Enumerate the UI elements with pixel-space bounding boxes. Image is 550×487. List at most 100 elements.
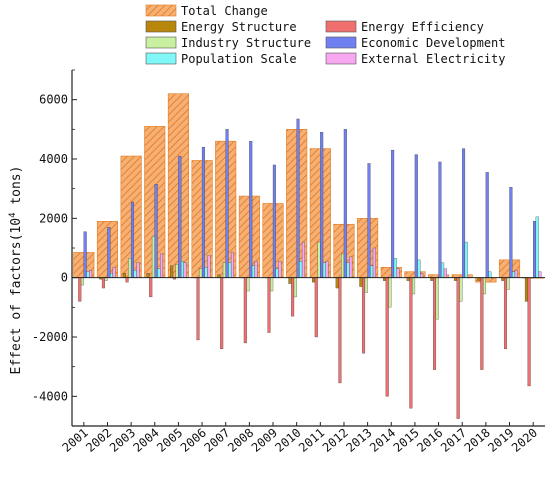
population-scale-bar-2014 (394, 258, 397, 277)
y-tick-label: -2000 (32, 330, 68, 344)
legend-swatch-population-scale (146, 53, 176, 64)
x-tick-label-2005: 2005 (154, 426, 185, 455)
industry-structure-bar-2012 (341, 254, 344, 278)
energy-efficiency-bar-2014 (386, 278, 389, 397)
x-tick-label-2001: 2001 (60, 426, 91, 455)
population-scale-bar-2013 (370, 266, 373, 278)
external-electricity-bar-2003 (137, 263, 140, 278)
economic-development-bar-2004 (155, 184, 158, 277)
industry-structure-bar-2015 (412, 278, 415, 294)
x-tick-label-2019: 2019 (485, 426, 516, 455)
x-tick-label-2010: 2010 (272, 426, 303, 455)
industry-structure-bar-2007 (223, 263, 226, 278)
industry-structure-bar-2011 (318, 242, 321, 278)
external-electricity-bar-2008 (255, 261, 258, 277)
industry-structure-bar-2009 (270, 278, 273, 291)
industry-structure-bar-2017 (460, 278, 463, 302)
energy-efficiency-bar-2011 (315, 278, 318, 337)
x-tick-label-2006: 2006 (178, 426, 209, 455)
industry-structure-bar-2016 (436, 278, 439, 320)
legend-label-energy-structure: Energy Structure (181, 20, 297, 34)
population-scale-bar-2007 (228, 263, 231, 278)
population-scale-bar-2008 (252, 266, 255, 278)
industry-structure-bar-2019 (507, 278, 510, 290)
industry-structure-bar-2008 (247, 278, 250, 291)
industry-structure-bar-2006 (199, 269, 202, 278)
x-tick-label-2008: 2008 (225, 426, 256, 455)
x-tick-label-2007: 2007 (202, 426, 233, 455)
x-tick-label-2009: 2009 (249, 426, 280, 455)
population-scale-bar-2005 (181, 261, 184, 277)
economic-development-bar-2003 (131, 202, 134, 278)
energy-efficiency-bar-2002 (102, 278, 105, 288)
external-electricity-bar-2005 (184, 263, 187, 278)
population-scale-bar-2010 (299, 261, 302, 277)
external-electricity-bar-2010 (302, 242, 305, 278)
external-electricity-bar-2019 (515, 270, 518, 277)
external-electricity-bar-2012 (349, 257, 352, 278)
energy-efficiency-bar-2008 (244, 278, 247, 343)
economic-development-bar-2010 (297, 119, 300, 278)
population-scale-bar-2001 (87, 272, 90, 278)
energy-efficiency-bar-2015 (410, 278, 413, 409)
economic-development-bar-2011 (320, 132, 323, 277)
energy-efficiency-bar-2003 (126, 278, 129, 282)
y-tick-label: 4000 (39, 152, 68, 166)
population-scale-bar-2018 (489, 272, 492, 278)
x-tick-label-2003: 2003 (107, 426, 138, 455)
population-scale-bar-2019 (512, 272, 515, 278)
x-tick-label-2012: 2012 (320, 426, 351, 455)
legend-swatch-economic-development (326, 37, 356, 48)
industry-structure-bar-2013 (365, 278, 368, 293)
economic-development-bar-2006 (202, 147, 205, 278)
energy-efficiency-bar-2009 (268, 278, 271, 333)
population-scale-bar-2011 (323, 263, 326, 278)
economic-development-bar-2013 (368, 163, 371, 277)
energy-structure-bar-2005 (170, 266, 173, 278)
energy-efficiency-bar-2012 (339, 278, 342, 383)
external-electricity-bar-2004 (160, 254, 163, 278)
industry-structure-bar-2018 (483, 278, 486, 294)
industry-structure-bar-2010 (294, 278, 297, 297)
external-electricity-bar-2015 (420, 273, 423, 277)
x-tick-label-2014: 2014 (367, 426, 398, 455)
external-electricity-bar-2001 (89, 270, 92, 277)
plot-area (72, 94, 545, 419)
population-scale-bar-2012 (347, 263, 350, 278)
x-tick-label-2017: 2017 (438, 426, 469, 455)
legend-label-economic-development: Economic Development (361, 36, 506, 50)
external-electricity-bar-2011 (326, 261, 329, 277)
legend-swatch-energy-efficiency (326, 21, 356, 32)
economic-development-bar-2019 (510, 187, 513, 277)
energy-structure-bar-2010 (289, 278, 292, 284)
x-tick-label-2004: 2004 (131, 426, 162, 455)
economic-development-bar-2005 (178, 156, 181, 278)
x-tick-label-2020: 2020 (509, 426, 540, 455)
energy-structure-bar-2012 (336, 278, 339, 288)
y-axis-title: Effect of factors(104 tons) (8, 166, 24, 375)
y-tick-label: 2000 (39, 211, 68, 225)
x-tick-label-2011: 2011 (296, 426, 327, 455)
economic-development-bar-2020 (533, 221, 536, 277)
economic-development-bar-2002 (107, 227, 110, 277)
population-scale-bar-2004 (157, 269, 160, 278)
legend-swatch-total-change (146, 5, 176, 16)
economic-development-bar-2015 (415, 155, 418, 278)
external-electricity-bar-2016 (444, 269, 447, 278)
external-electricity-bar-2002 (113, 267, 116, 277)
y-tick-label: 0 (61, 271, 68, 285)
population-scale-bar-2017 (465, 242, 468, 278)
external-electricity-bar-2013 (373, 248, 376, 278)
x-tick-label-2018: 2018 (462, 426, 493, 455)
y-axis-title-main: Effect of factors(10 (9, 218, 24, 375)
external-electricity-bar-2007 (231, 252, 234, 277)
industry-structure-bar-2001 (81, 278, 84, 285)
energy-structure-bar-2003 (123, 273, 126, 277)
energy-efficiency-bar-2001 (78, 278, 81, 302)
energy-efficiency-bar-2020 (528, 278, 531, 386)
industry-structure-bar-2005 (176, 264, 179, 277)
external-electricity-bar-2014 (397, 269, 400, 278)
